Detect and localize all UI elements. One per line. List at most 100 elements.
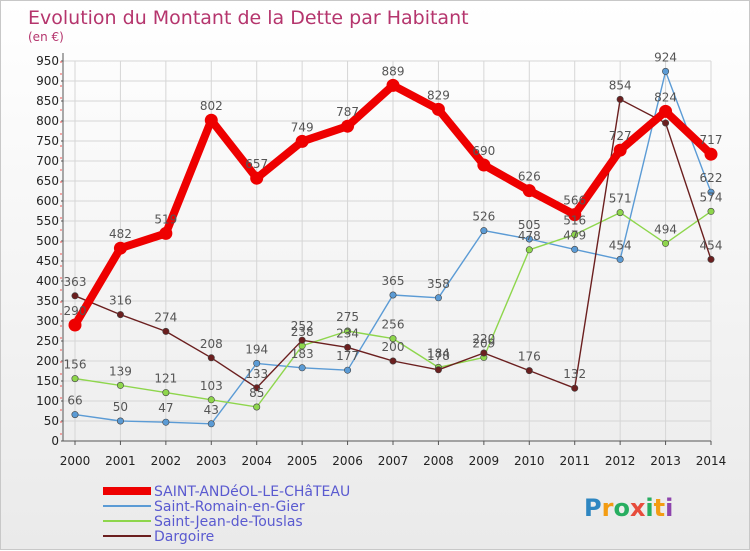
y-tick-label: 50 — [44, 414, 59, 428]
logo-letter: r — [602, 494, 614, 522]
x-tick-label: 2001 — [105, 454, 136, 468]
data-point — [116, 311, 124, 319]
data-point — [662, 239, 670, 247]
x-tick-label: 2010 — [514, 454, 545, 468]
y-tick-label: 850 — [36, 94, 59, 108]
data-label: 85 — [249, 386, 264, 400]
chart-title: Evolution du Montant de la Dette par Hab… — [28, 7, 469, 29]
x-tick-label: 2006 — [332, 454, 363, 468]
data-label: 494 — [654, 222, 677, 236]
data-point — [431, 102, 445, 116]
data-label: 47 — [158, 401, 173, 415]
y-tick-label: 900 — [36, 74, 59, 88]
data-label: 854 — [609, 78, 632, 92]
data-label: 829 — [427, 88, 450, 102]
y-tick-label: 700 — [36, 154, 59, 168]
data-point — [613, 143, 627, 157]
data-point — [344, 343, 352, 351]
data-label: 220 — [472, 332, 495, 346]
data-point — [571, 384, 579, 392]
y-tick-label: 750 — [36, 134, 59, 148]
data-point — [571, 245, 579, 253]
data-label: 787 — [336, 105, 359, 119]
data-point — [71, 292, 79, 300]
data-label: 209 — [472, 336, 495, 350]
data-label: 924 — [654, 50, 677, 64]
data-point — [253, 359, 261, 367]
data-label: 358 — [427, 277, 450, 291]
x-tick-label: 2005 — [287, 454, 318, 468]
y-tick-label: 800 — [36, 114, 59, 128]
legend-entry: Saint-Jean-de-Touslas — [154, 514, 303, 530]
data-label: 519 — [154, 212, 177, 226]
logo-letter: i — [645, 494, 653, 522]
data-point — [344, 366, 352, 374]
data-point — [707, 188, 715, 196]
logo-letter: x — [630, 494, 646, 522]
data-point — [480, 349, 488, 357]
logo-letter: t — [654, 494, 665, 522]
y-tick-label: 450 — [36, 254, 59, 268]
data-label: 889 — [382, 64, 405, 78]
data-point — [207, 354, 215, 362]
data-label: 234 — [336, 326, 359, 340]
chart-unit: (en €) — [28, 30, 64, 44]
data-point — [616, 255, 624, 263]
data-point — [204, 113, 218, 127]
data-label: 622 — [700, 171, 723, 185]
data-point — [162, 327, 170, 335]
data-point — [253, 384, 261, 392]
data-point — [522, 184, 536, 198]
data-label: 478 — [518, 229, 541, 243]
y-tick-label: 100 — [36, 394, 59, 408]
data-label: 275 — [336, 310, 359, 324]
data-label: 184 — [427, 346, 450, 360]
data-label: 183 — [291, 347, 314, 361]
data-label: 177 — [336, 349, 359, 363]
data-label: 238 — [291, 325, 314, 339]
data-label: 274 — [154, 310, 177, 324]
data-point — [389, 335, 397, 343]
y-tick-label: 950 — [36, 54, 59, 68]
data-point — [525, 367, 533, 375]
data-label: 103 — [200, 379, 223, 393]
x-tick-label: 2013 — [650, 454, 681, 468]
data-point — [341, 119, 355, 133]
legend-entry: Saint-Romain-en-Gier — [154, 499, 305, 515]
data-label: 727 — [609, 129, 632, 143]
data-label: 290 — [64, 304, 87, 318]
data-point — [389, 291, 397, 299]
data-label: 178 — [427, 349, 450, 363]
data-label: 749 — [291, 120, 314, 134]
data-point — [525, 246, 533, 254]
data-point — [162, 389, 170, 397]
data-label: 526 — [472, 210, 495, 224]
data-label: 365 — [382, 274, 405, 288]
data-point — [434, 366, 442, 374]
data-label: 516 — [563, 214, 586, 228]
logo-letter: o — [613, 494, 630, 522]
data-label: 252 — [291, 319, 314, 333]
data-label: 690 — [472, 144, 495, 158]
data-labels: 290 482 519 802 657 749 787 889 829 690 626 566 727 8… — [64, 50, 723, 416]
data-label: 454 — [700, 238, 723, 252]
x-tick-label: 2012 — [605, 454, 636, 468]
data-point — [616, 209, 624, 217]
data-label: 657 — [245, 157, 268, 171]
data-label: 256 — [382, 318, 405, 332]
data-label: 824 — [654, 90, 677, 104]
data-point — [659, 104, 673, 118]
data-point — [207, 396, 215, 404]
data-point — [662, 119, 670, 127]
y-tick-label: 0 — [51, 434, 59, 448]
y-tick-label: 400 — [36, 274, 59, 288]
data-label: 566 — [563, 194, 586, 208]
data-point — [571, 231, 579, 239]
data-label: 482 — [109, 227, 132, 241]
x-tick-label: 2002 — [151, 454, 182, 468]
data-point — [71, 411, 79, 419]
data-point — [113, 241, 127, 255]
y-tick-label: 600 — [36, 194, 59, 208]
data-point — [480, 227, 488, 235]
